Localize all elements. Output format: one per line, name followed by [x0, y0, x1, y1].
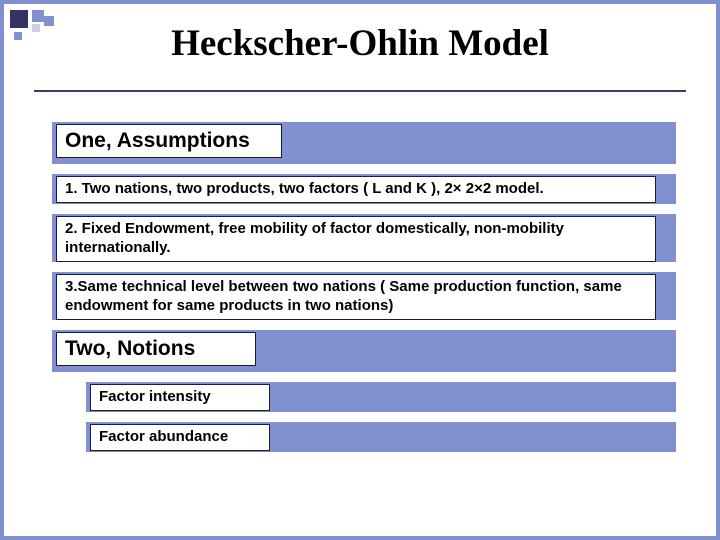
section1-item2: 2. Fixed Endowment, free mobility of fac…	[56, 216, 656, 262]
title-underline	[34, 90, 686, 92]
slide: Heckscher-Ohlin Model One, Assumptions 1…	[4, 4, 716, 536]
section2-item2: Factor abundance	[90, 424, 270, 451]
section1-item3: 3.Same technical level between two natio…	[56, 274, 656, 320]
square-icon	[32, 10, 44, 22]
section1-item1: 1. Two nations, two products, two factor…	[56, 176, 656, 203]
page-title: Heckscher-Ohlin Model	[4, 22, 716, 65]
section2-heading: Two, Notions	[56, 332, 256, 366]
section1-heading: One, Assumptions	[56, 124, 282, 158]
section2-item1: Factor intensity	[90, 384, 270, 411]
